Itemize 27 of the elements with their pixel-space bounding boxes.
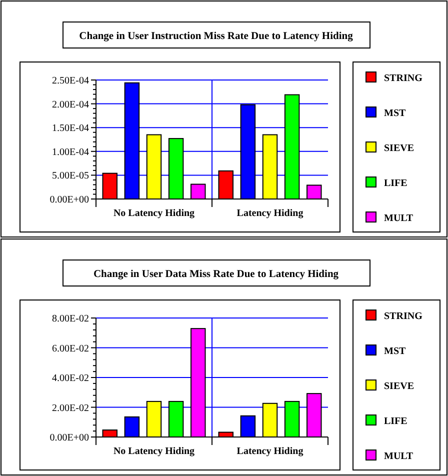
- legend-label: STRING: [384, 311, 423, 322]
- y-tick-label: 0.00E+00: [50, 432, 89, 444]
- y-tick-label: 6.00E-02: [52, 343, 89, 354]
- x-tick-label: No Latency Hiding: [113, 208, 195, 219]
- legend-label: SIEVE: [384, 143, 414, 154]
- legend-label: MULT: [384, 451, 414, 462]
- x-tick-label: Latency Hiding: [236, 208, 304, 219]
- legend-label: LIFE: [384, 416, 408, 427]
- legend-label: SIEVE: [384, 381, 414, 392]
- y-tick-label: 2.00E-04: [52, 99, 89, 110]
- y-tick-label: 5.00E-05: [52, 170, 89, 182]
- chart-title: Change in User Instruction Miss Rate Due to Latency Hiding: [79, 31, 354, 42]
- legend-label: MST: [384, 346, 406, 357]
- y-tick-label: 1.00E-04: [52, 146, 89, 158]
- y-tick-label: 2.00E-02: [52, 402, 89, 414]
- legend-label: MULT: [384, 213, 414, 224]
- y-tick-label: 2.50E-04: [52, 76, 89, 86]
- x-tick-label: Latency Hiding: [236, 446, 304, 457]
- x-tick-label: No Latency Hiding: [113, 446, 195, 457]
- chart-title: Change in User Data Miss Rate Due to Latency Hiding: [93, 269, 340, 280]
- legend-label: STRING: [384, 73, 423, 84]
- y-tick-label: 8.00E-02: [52, 314, 89, 324]
- legend-label: MST: [384, 108, 406, 119]
- y-tick-label: 1.50E-04: [52, 123, 89, 134]
- y-tick-label: 4.00E-02: [52, 373, 89, 384]
- legend-label: LIFE: [384, 178, 408, 189]
- y-tick-label: 0.00E+00: [50, 194, 89, 206]
